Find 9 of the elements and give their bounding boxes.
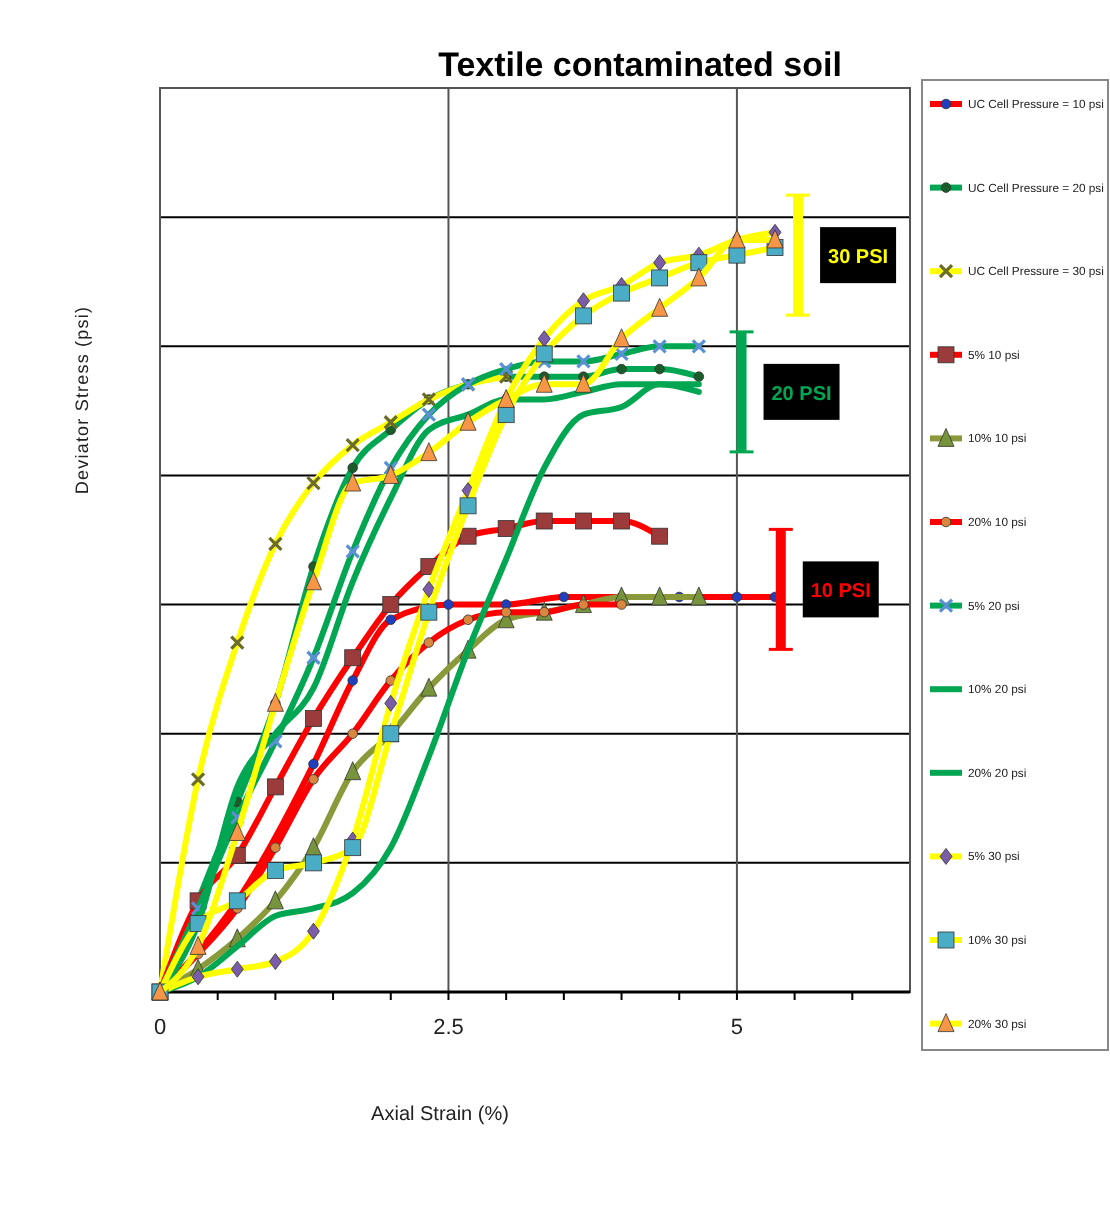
x-tick-label: 0: [153, 1016, 167, 1040]
annotation: 10 PSI: [810, 581, 872, 604]
x-axis-title: Axial Strain (%): [371, 1104, 509, 1126]
x-tick-label: 5: [730, 1016, 744, 1040]
annotation: 30 PSI: [828, 247, 889, 270]
chart-title: Textile contaminated soil: [438, 46, 842, 84]
annotation: 20 PSI: [771, 383, 832, 406]
x-tick-label: 2.5: [433, 1016, 464, 1040]
y-axis-title: Deviator Stress (psi): [72, 305, 92, 495]
